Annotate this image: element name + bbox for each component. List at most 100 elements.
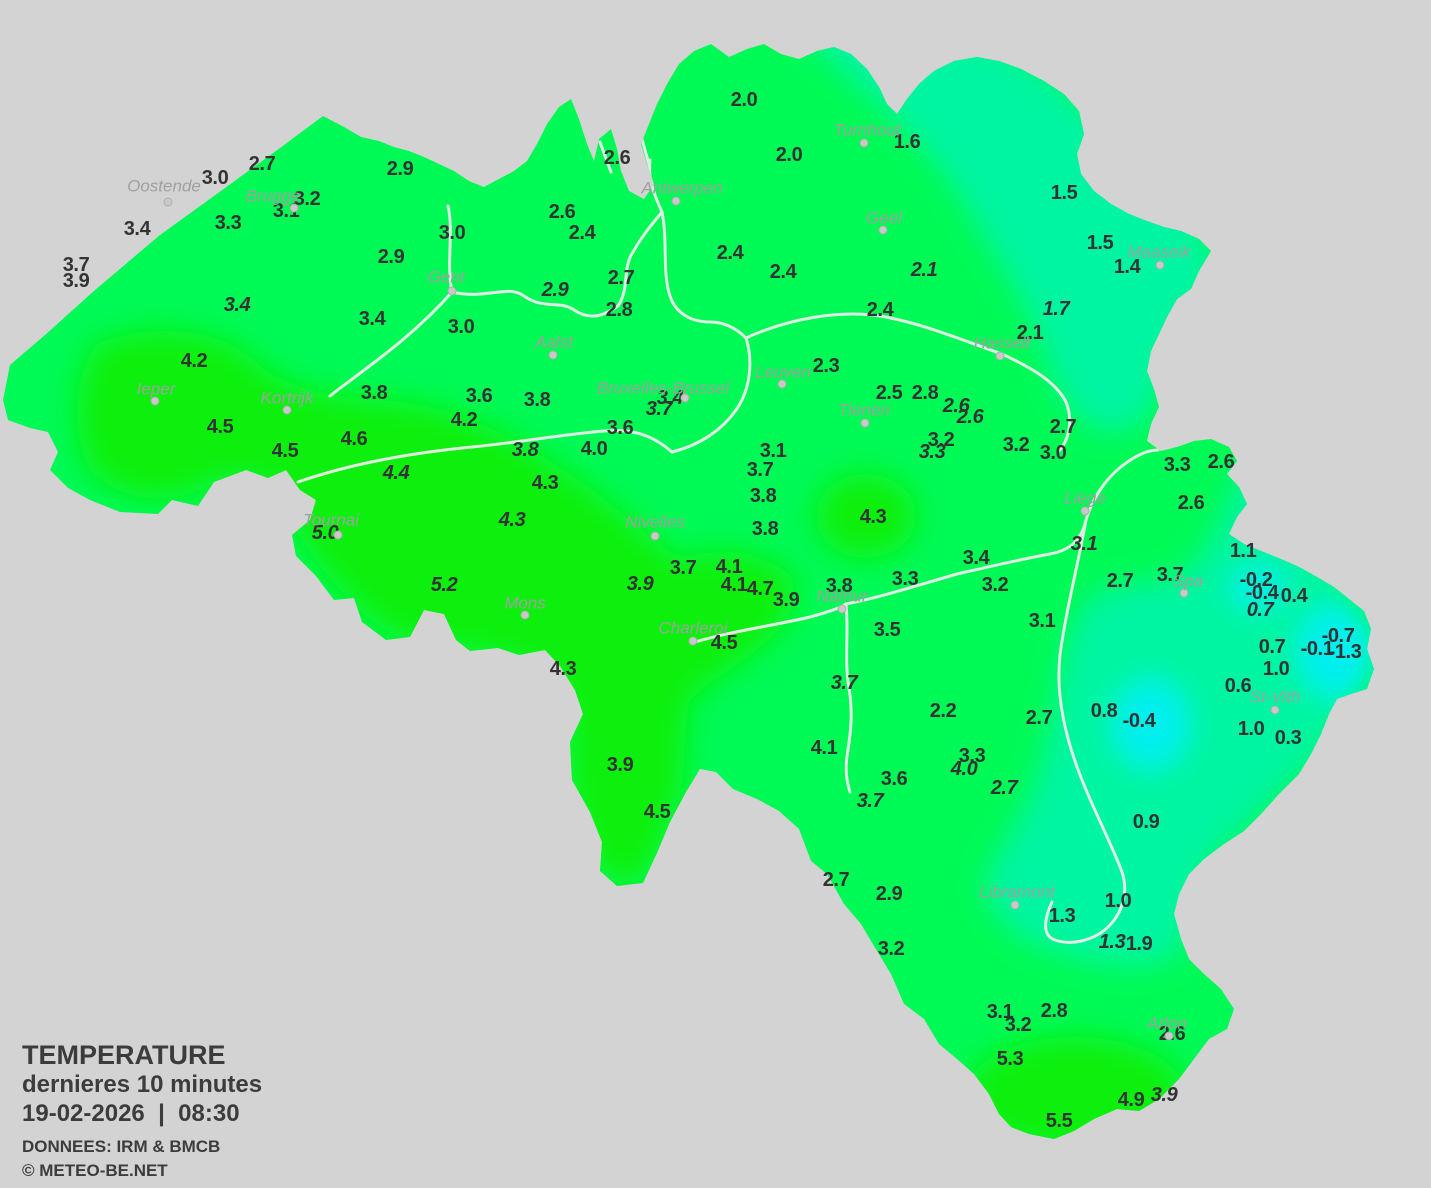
temp-value: 4.1 <box>720 574 748 596</box>
city-dot <box>1179 588 1189 598</box>
temp-value: 3.9 <box>1150 1084 1178 1106</box>
city-dot <box>837 604 847 614</box>
temp-value: 2.1 <box>1016 322 1044 344</box>
city-label: Arlon <box>1147 1013 1187 1033</box>
border-flanders-east <box>744 312 1072 454</box>
city-dot <box>688 636 698 646</box>
city-label: Hasselt <box>973 333 1031 353</box>
region-cyan-spa <box>1232 568 1284 608</box>
temp-value: 2.6 <box>942 395 970 417</box>
temp-value: 3.4 <box>358 308 386 330</box>
temp-value: 0.7 <box>1246 599 1274 621</box>
city-label: Spa <box>1172 571 1204 591</box>
temp-value: 2.0 <box>730 89 758 111</box>
temp-value: 4.1 <box>810 737 838 759</box>
city-dot <box>289 203 299 213</box>
region-bright-southwest <box>77 330 795 885</box>
border-liege-luxembourg <box>1044 518 1127 944</box>
city-dot <box>282 405 292 415</box>
temp-value: -1.3 <box>1328 641 1362 663</box>
city-dot <box>878 225 888 235</box>
temp-value: 1.9 <box>1125 933 1153 955</box>
canal-gent <box>446 204 454 294</box>
temp-value: 2.9 <box>377 246 405 268</box>
city-label: Oostende <box>127 176 201 196</box>
river-sambre-meuse <box>693 518 1088 644</box>
temp-value: 5.2 <box>430 574 458 596</box>
temp-value: -0.7 <box>1321 625 1355 647</box>
temp-value: 3.7 <box>645 398 673 420</box>
city-dot <box>1080 506 1090 516</box>
page-title: TEMPERATURE <box>22 1040 226 1070</box>
temp-value: 2.6 <box>1207 451 1235 473</box>
temp-value: 3.4 <box>123 218 151 240</box>
city-label: Bruxelles-Brussel <box>596 378 730 398</box>
city-label: Nivelles <box>625 512 685 532</box>
city-label: Kortrijk <box>260 388 314 408</box>
temp-value: 1.3 <box>1098 931 1126 953</box>
city-dot <box>333 530 343 540</box>
temp-value: 3.9 <box>62 270 90 292</box>
temp-value: 3.8 <box>360 382 388 404</box>
temp-value: 2.8 <box>605 299 633 321</box>
temp-value: 3.7 <box>1156 564 1184 586</box>
city-label: Aalst <box>535 332 573 352</box>
temp-value: 1.0 <box>1104 890 1132 912</box>
city-dot <box>859 138 869 148</box>
temp-value: 3.3 <box>891 568 919 590</box>
temp-value: 1.7 <box>1042 298 1070 320</box>
city-dot <box>777 379 787 389</box>
temp-value: -0.2 <box>1239 569 1273 591</box>
city-dot <box>163 197 173 207</box>
temp-value: 2.7 <box>990 777 1018 799</box>
city-dot <box>447 286 457 296</box>
temp-value: 2.4 <box>716 242 744 264</box>
temp-value: 3.8 <box>751 518 779 540</box>
city-dot <box>1164 1031 1174 1041</box>
temp-value: 2.6 <box>1177 492 1205 514</box>
temp-value: 3.4 <box>223 294 251 316</box>
temp-value: 2.9 <box>386 158 414 180</box>
temp-value: 4.0 <box>950 758 978 780</box>
temp-value: 4.7 <box>746 578 774 600</box>
river-scheldt <box>450 210 664 318</box>
city-dot <box>680 393 690 403</box>
temp-value: 2.7 <box>1106 570 1134 592</box>
temp-value: 3.0 <box>1039 442 1067 464</box>
temp-value: 2.4 <box>568 222 596 244</box>
region-cyan-east-border <box>1298 605 1374 697</box>
city-dot <box>995 351 1005 361</box>
temp-value: 4.3 <box>498 509 526 531</box>
temp-value: 4.6 <box>340 428 368 450</box>
temp-value: 0.6 <box>1224 675 1252 697</box>
temp-value: 1.5 <box>1086 232 1114 254</box>
temp-value: -0.4 <box>1122 710 1156 732</box>
temp-value: 4.9 <box>1117 1089 1145 1111</box>
temp-value: 3.0 <box>438 222 466 244</box>
temp-value: 2.8 <box>1040 1000 1068 1022</box>
temp-value: 1.0 <box>1262 658 1290 680</box>
temp-value: 3.7 <box>669 557 697 579</box>
temp-value: 3.2 <box>927 429 955 451</box>
temp-value: 2.8 <box>911 382 939 404</box>
city-label: Namur <box>816 586 868 606</box>
city-label: Tournai <box>302 510 360 530</box>
temp-value: 2.0 <box>775 144 803 166</box>
city-dot <box>860 418 870 428</box>
temp-value: 4.3 <box>531 472 559 494</box>
region-bright-namur <box>816 474 916 558</box>
city-label: Mons <box>504 593 546 613</box>
city-dot <box>1010 900 1020 910</box>
temp-value: 1.0 <box>1237 718 1265 740</box>
city-dot <box>671 196 681 206</box>
temp-value: 3.2 <box>1002 434 1030 456</box>
temp-value: 4.4 <box>382 462 410 484</box>
temp-value: 3.0 <box>447 316 475 338</box>
temp-value: 4.1 <box>715 556 743 578</box>
temp-value: 3.1 <box>986 1001 1014 1023</box>
temp-value: 3.4 <box>962 547 990 569</box>
temp-value: 3.7 <box>62 254 90 276</box>
temp-value: 3.2 <box>293 188 321 210</box>
